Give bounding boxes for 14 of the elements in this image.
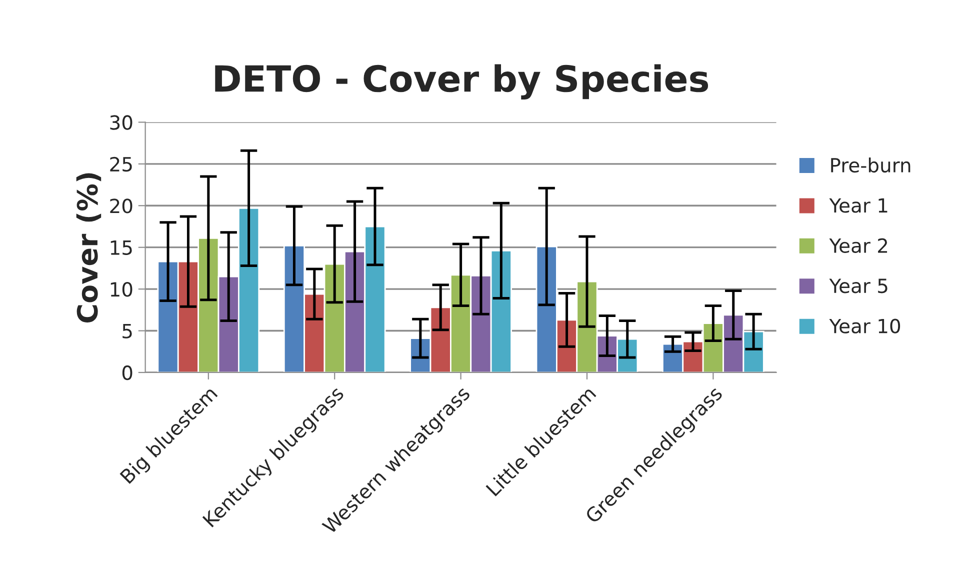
legend-label: Year 10	[829, 318, 900, 334]
y-tick-label: 30	[110, 115, 132, 130]
chart-title: DETO - Cover by Species	[215, 64, 708, 100]
legend-label: Pre-burn	[831, 158, 910, 173]
y-tick-label: 0	[122, 365, 132, 380]
y-tick-label: 5	[122, 324, 132, 338]
y-tick-label: 25	[110, 156, 132, 172]
legend-label: Year 1	[829, 198, 888, 213]
legend-label: Year 5	[829, 278, 888, 294]
y-tick-label: 10	[110, 282, 132, 297]
y-tick-label: 15	[110, 240, 132, 256]
y-tick-label: 20	[110, 198, 132, 214]
y-axis-title: Cover (%)	[76, 173, 102, 322]
legend-label: Year 2	[829, 238, 888, 253]
